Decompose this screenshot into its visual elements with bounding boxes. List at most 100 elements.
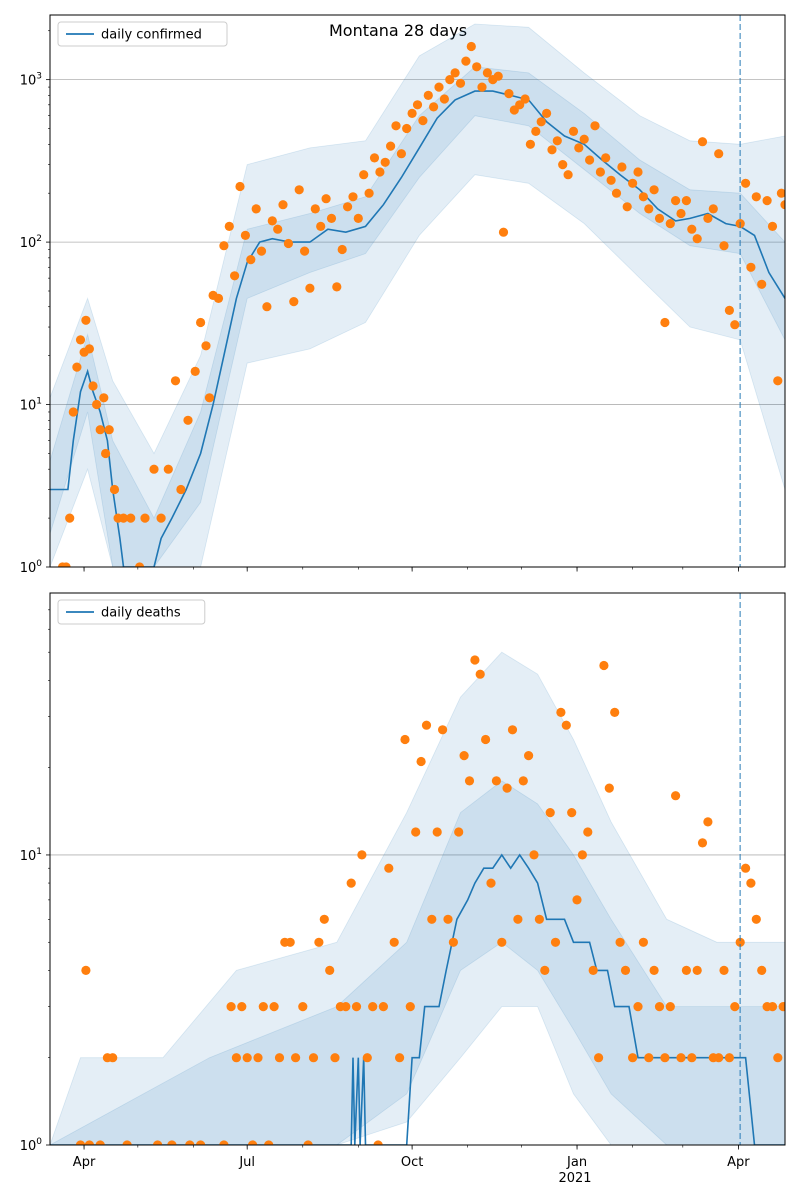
data-point: [357, 850, 367, 860]
data-point: [719, 241, 729, 251]
data-point: [170, 376, 181, 386]
data-point: [439, 94, 449, 104]
data-point: [391, 121, 401, 131]
data-point: [547, 145, 557, 155]
data-point: [545, 808, 555, 818]
data-point: [253, 1053, 263, 1063]
data-point: [577, 850, 588, 860]
data-point: [267, 216, 277, 226]
data-point: [423, 90, 433, 100]
data-point: [448, 937, 458, 947]
data-point: [256, 246, 267, 256]
data-point: [348, 192, 358, 202]
data-point: [498, 227, 509, 237]
y-tick-label: 100: [20, 1137, 43, 1154]
data-point: [762, 196, 772, 206]
data-point: [620, 965, 631, 976]
data-point: [196, 1140, 206, 1145]
data-point: [219, 1140, 229, 1145]
data-point: [369, 153, 380, 163]
data-point: [654, 213, 665, 223]
legend-label: daily confirmed: [101, 28, 202, 43]
data-point: [303, 1140, 313, 1145]
data-point: [472, 62, 482, 72]
data-point: [262, 302, 272, 312]
data-point: [326, 213, 337, 223]
data-point: [617, 162, 627, 172]
data-point: [230, 271, 240, 281]
data-point: [464, 776, 475, 786]
data-point: [368, 1002, 378, 1012]
data-point: [405, 1002, 415, 1012]
data-point: [628, 178, 638, 188]
data-point: [149, 464, 159, 474]
data-point: [407, 108, 417, 118]
data-point: [269, 1002, 279, 1012]
data-point: [638, 192, 649, 202]
x-year-label: 2021: [558, 1171, 591, 1186]
data-point: [378, 1002, 388, 1012]
data-point: [746, 262, 756, 272]
data-point: [606, 175, 616, 185]
data-point: [118, 513, 129, 523]
data-point: [681, 196, 692, 206]
data-point: [84, 1140, 94, 1145]
data-point: [242, 1053, 252, 1063]
data-point: [518, 776, 528, 786]
data-point: [536, 117, 546, 127]
data-point: [660, 1053, 670, 1063]
data-point: [572, 895, 582, 905]
data-point: [708, 204, 718, 214]
data-point: [477, 82, 487, 92]
data-point: [692, 234, 702, 244]
data-point: [556, 707, 566, 718]
data-point: [314, 937, 324, 947]
data-point: [455, 78, 466, 88]
data-point: [741, 178, 751, 188]
y-tick-label: 100: [20, 559, 43, 576]
legend-box: [57, 21, 228, 47]
x-tick-label: Jan: [566, 1155, 587, 1170]
data-point: [735, 937, 745, 947]
data-point: [588, 965, 598, 976]
data-point: [68, 407, 78, 417]
x-tick-label: Jul: [238, 1155, 255, 1170]
data-point: [466, 41, 476, 52]
data-point: [108, 1053, 118, 1063]
data-point: [386, 141, 396, 151]
data-point: [384, 863, 394, 873]
data-point: [359, 170, 369, 180]
data-point: [611, 188, 622, 198]
data-point: [746, 878, 756, 888]
chart-title: Montana 28 days: [329, 21, 467, 40]
data-point: [638, 937, 649, 947]
data-point: [412, 100, 423, 110]
data-point: [316, 221, 326, 231]
data-point: [264, 1140, 274, 1145]
data-point: [185, 1140, 195, 1145]
data-point: [724, 305, 735, 315]
data-point: [520, 94, 530, 104]
data-point: [633, 167, 643, 177]
data-point: [95, 1140, 105, 1145]
data-point: [574, 143, 584, 153]
data-point: [291, 1053, 301, 1063]
y-tick-label: 101: [20, 847, 42, 864]
data-point: [649, 965, 659, 976]
data-point: [628, 1053, 638, 1063]
data-point: [251, 204, 261, 214]
data-point: [676, 208, 686, 219]
data-point: [525, 139, 536, 149]
confirmed-panel: 100 101 102 103 daily confirmed: [20, 14, 786, 576]
data-point: [325, 965, 335, 976]
data-point: [81, 965, 91, 976]
data-point: [389, 937, 399, 947]
data-point: [676, 1053, 686, 1063]
data-point: [432, 827, 442, 837]
data-point: [109, 484, 120, 495]
data-point: [454, 827, 464, 837]
data-point: [402, 123, 412, 134]
data-point: [321, 194, 331, 204]
data-point: [156, 513, 166, 523]
